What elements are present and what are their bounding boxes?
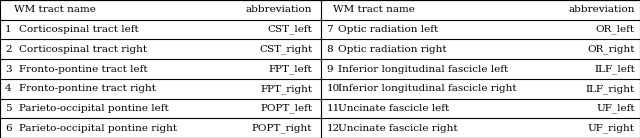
Text: abbreviation: abbreviation xyxy=(568,5,635,14)
Text: abbreviation: abbreviation xyxy=(246,5,312,14)
Text: FPT_left: FPT_left xyxy=(269,64,312,74)
Text: OR_right: OR_right xyxy=(588,44,635,54)
Text: FPT_right: FPT_right xyxy=(260,84,312,94)
Text: 8: 8 xyxy=(326,45,333,54)
Text: 7: 7 xyxy=(326,25,333,34)
Text: ILF_right: ILF_right xyxy=(586,84,635,94)
Text: Optic radiation left: Optic radiation left xyxy=(338,25,438,34)
Text: CST_left: CST_left xyxy=(268,25,312,34)
Text: 5: 5 xyxy=(5,104,12,113)
Text: 11: 11 xyxy=(326,104,340,113)
Text: Parieto-occipital pontine right: Parieto-occipital pontine right xyxy=(19,124,177,133)
Text: Inferior longitudinal fascicle right: Inferior longitudinal fascicle right xyxy=(338,84,516,93)
Text: 10: 10 xyxy=(326,84,340,93)
Text: 2: 2 xyxy=(5,45,12,54)
Text: Fronto-pontine tract left: Fronto-pontine tract left xyxy=(19,64,148,74)
Text: 4: 4 xyxy=(5,84,12,93)
Text: 1: 1 xyxy=(5,25,12,34)
Text: 6: 6 xyxy=(5,124,12,133)
Text: 3: 3 xyxy=(5,64,12,74)
Text: 9: 9 xyxy=(326,64,333,74)
Text: CST_right: CST_right xyxy=(259,44,312,54)
Text: Uncinate fascicle right: Uncinate fascicle right xyxy=(338,124,458,133)
Text: 12: 12 xyxy=(326,124,340,133)
Text: WM tract name: WM tract name xyxy=(333,5,415,14)
Text: Inferior longitudinal fascicle left: Inferior longitudinal fascicle left xyxy=(338,64,508,74)
Text: Fronto-pontine tract right: Fronto-pontine tract right xyxy=(19,84,156,93)
Text: OR_left: OR_left xyxy=(596,25,635,34)
Text: WM tract name: WM tract name xyxy=(14,5,96,14)
Text: UF_left: UF_left xyxy=(596,104,635,113)
Text: Optic radiation right: Optic radiation right xyxy=(338,45,447,54)
Text: Corticospinal tract left: Corticospinal tract left xyxy=(19,25,139,34)
Text: ILF_left: ILF_left xyxy=(594,64,635,74)
Text: UF_right: UF_right xyxy=(588,123,635,133)
Text: POPT_right: POPT_right xyxy=(252,123,312,133)
Text: POPT_left: POPT_left xyxy=(260,104,312,113)
Text: Corticospinal tract right: Corticospinal tract right xyxy=(19,45,147,54)
Text: Parieto-occipital pontine left: Parieto-occipital pontine left xyxy=(19,104,169,113)
Text: Uncinate fascicle left: Uncinate fascicle left xyxy=(338,104,449,113)
